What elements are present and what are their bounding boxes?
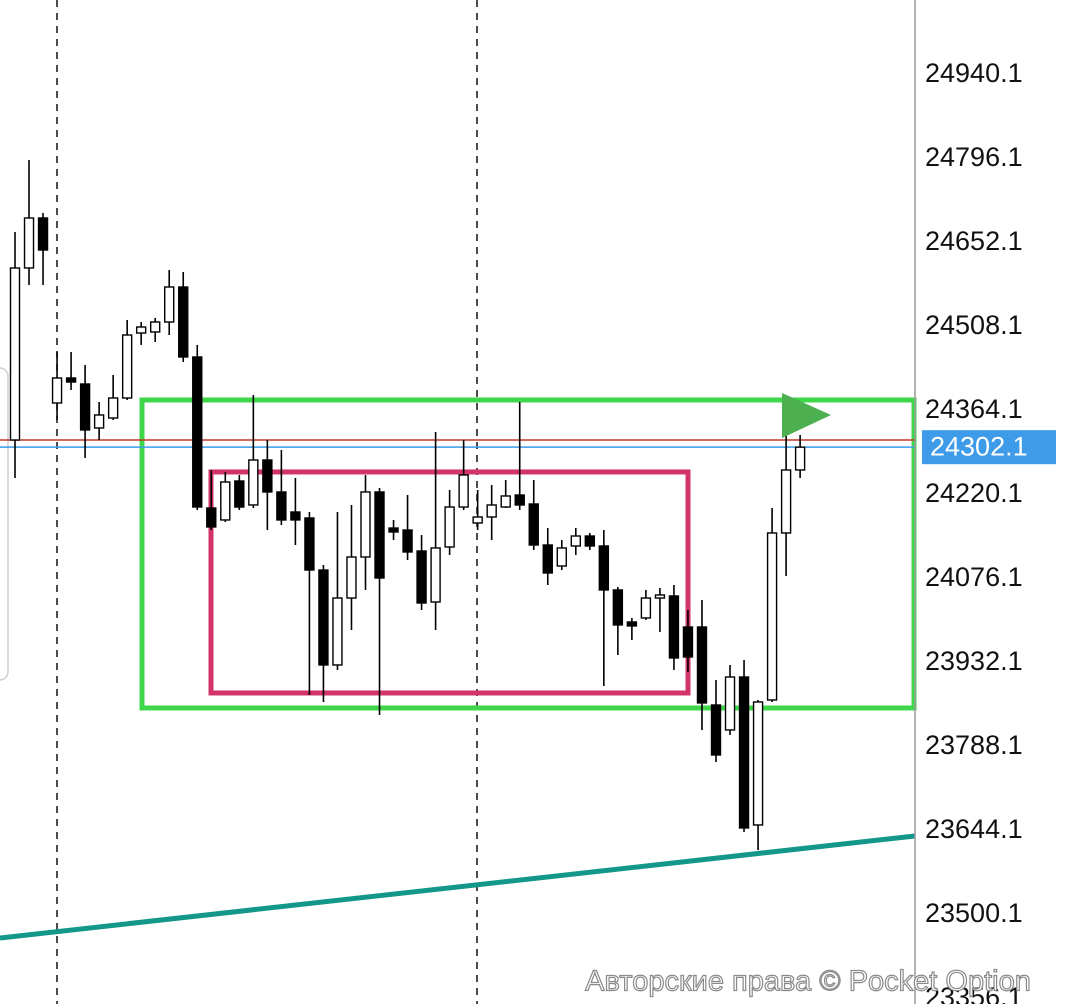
candle-body [766,532,778,701]
candle-body [472,516,483,524]
y-tick-label: 24796.1 [925,142,1023,172]
price-axis: 25084.1 24940.1 24796.1 24652.1 24508.1 24364… [922,0,1056,1004]
candle-body [360,491,371,558]
y-tick-label: 24076.1 [925,562,1023,592]
candle-body [37,217,49,251]
y-tick-label: 24220.1 [925,478,1023,508]
zone-box [139,397,917,711]
y-tick-label: 23644.1 [925,814,1023,844]
y-tick-label: 25084.1 [925,0,1023,4]
candle-body [668,595,680,659]
candle-body [234,480,245,508]
y-tick-label: 23788.1 [925,730,1023,760]
current-price-label: 24302.1 [930,431,1028,461]
y-tick-label: 23932.1 [925,646,1023,676]
candle-body [682,626,694,658]
y-tick-label: 24364.1 [925,394,1023,424]
candle-body [640,597,652,619]
candle-body [346,556,357,599]
candle-body [276,491,287,521]
candle-body [248,459,259,506]
candle-body [794,446,806,471]
candle-body [93,414,105,429]
candle-body [332,597,343,666]
candle-body [752,701,764,826]
zone-box [208,469,691,696]
side-panel-edge [0,367,9,681]
candle-body [318,569,329,666]
candle-body [135,326,147,334]
candle-body [584,535,596,547]
candle-body [374,491,385,579]
y-tick-label: 24508.1 [925,310,1023,340]
candle-body [79,383,91,431]
candle-body [458,474,469,508]
candle-body [9,267,21,441]
candle-body [107,397,119,419]
candle-body [724,676,736,731]
candle-body [612,589,624,626]
candle-body [626,621,638,627]
y-tick-label: 24652.1 [925,226,1023,256]
candle-body [192,356,203,508]
candle-body [304,517,315,571]
candle-body [121,334,133,399]
candle-body [23,217,35,269]
current-price-box [922,430,1056,465]
candle-body [65,377,77,383]
candle-body [164,286,175,323]
candle-body [51,377,63,404]
watermark: Авторские права © Pocket Option [585,966,1031,998]
candle-body [570,535,581,547]
candle-body [149,321,161,333]
y-tick-label: 23500.1 [925,898,1023,928]
candle-body [598,545,610,591]
trendline [0,833,916,941]
candle-body [556,547,567,567]
candle-body [486,504,497,518]
y-tick-label: 23356.1 [925,982,1023,1004]
candle-body [206,507,217,528]
plot-area [0,160,917,941]
candle-body [430,547,441,603]
candle-body [402,529,413,553]
candle-body [220,481,231,521]
candle-body [528,503,539,546]
candle-body [500,495,511,508]
candle-body [388,527,399,533]
candle-body [710,704,722,756]
candle-body [416,550,427,604]
direction-arrow [782,393,831,438]
candle-body [780,469,792,534]
candle-body [542,544,553,574]
candle-body [738,676,750,829]
y-tick-label: 24940.1 [925,58,1023,88]
candle-body [262,459,273,493]
candle-body [178,286,189,358]
candle-body [654,594,666,599]
candle-body [514,494,525,506]
candle-body [290,511,301,521]
candle-body [444,506,455,548]
candle-body [696,626,708,704]
